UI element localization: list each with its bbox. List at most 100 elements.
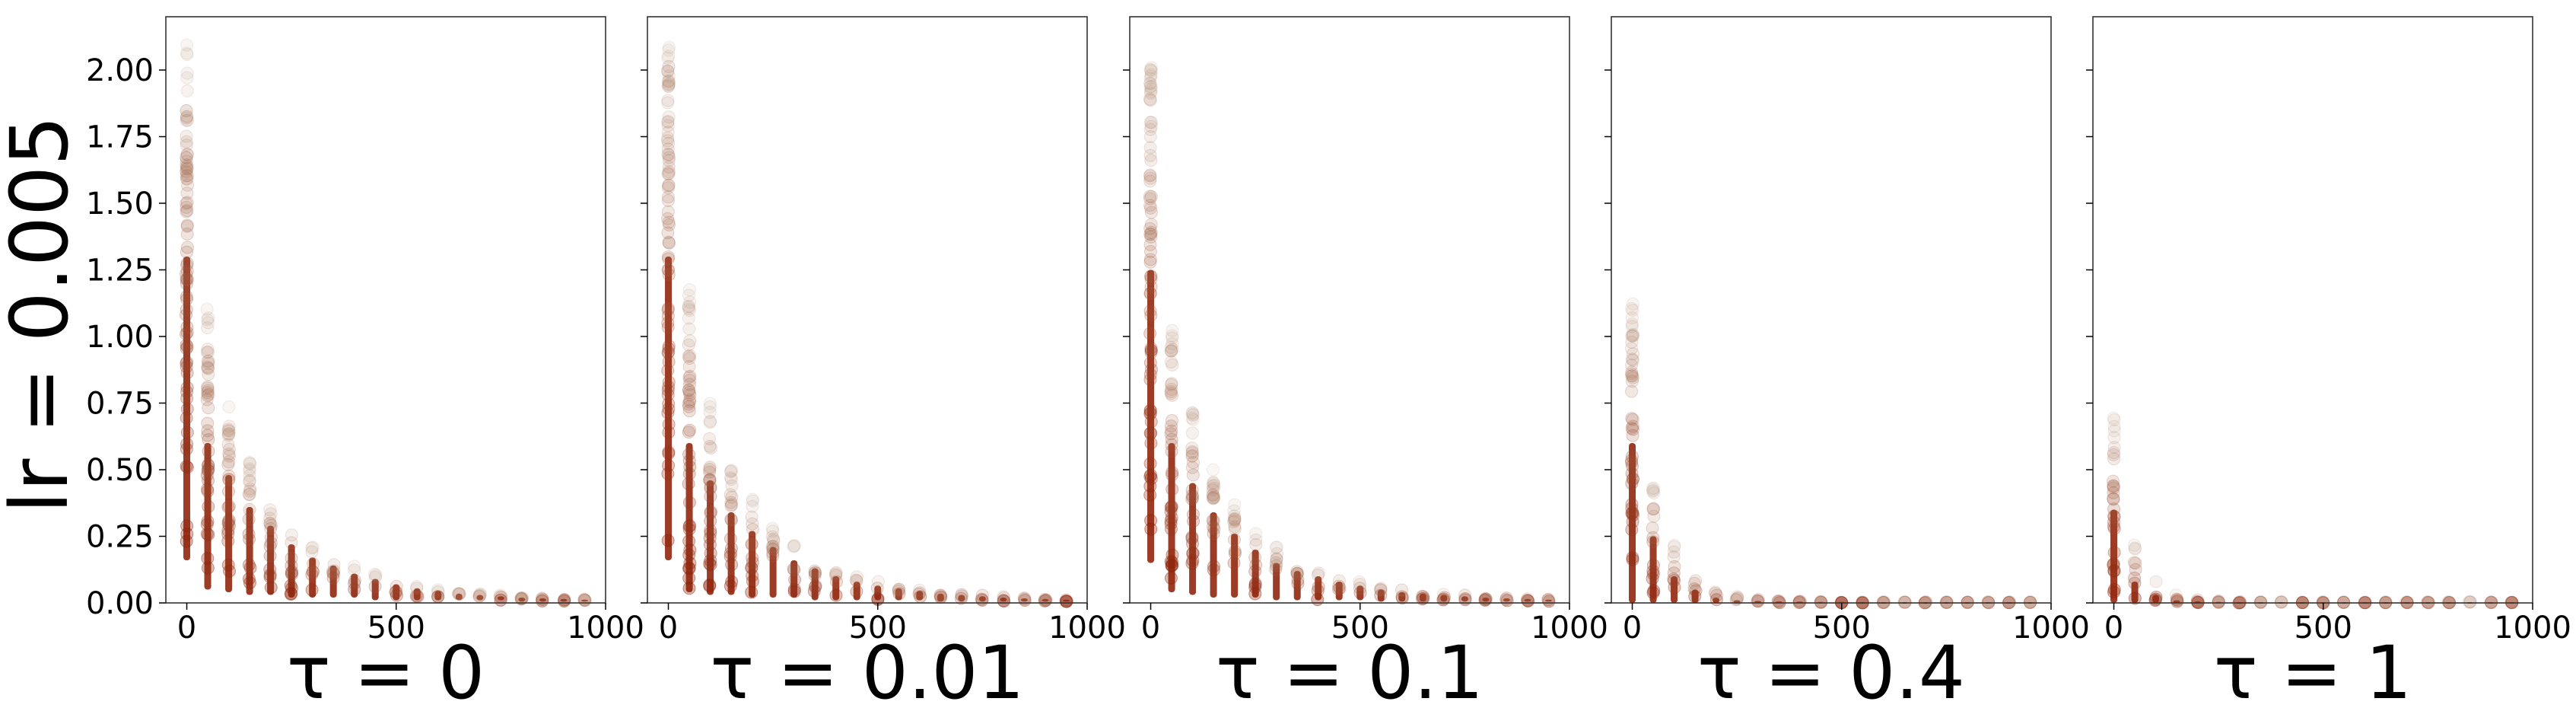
data-point	[1018, 592, 1032, 606]
axes-frame	[1611, 16, 2052, 604]
data-point	[285, 565, 299, 579]
data-point	[1143, 403, 1157, 417]
data-point	[703, 465, 717, 479]
data-point	[703, 461, 717, 474]
data-point	[327, 564, 341, 578]
data-point	[243, 457, 256, 470]
data-point	[1751, 594, 1764, 607]
data-point	[975, 588, 989, 602]
data-point	[180, 162, 194, 176]
point-core-step-200	[1713, 598, 1720, 603]
data-point	[1164, 501, 1178, 515]
data-point	[1625, 502, 1639, 515]
x-tick-label: 1000	[2012, 611, 2090, 646]
data-point	[1625, 477, 1639, 490]
data-point	[180, 303, 193, 317]
x-tick-label: 1000	[2494, 611, 2571, 646]
data-point	[1143, 93, 1157, 107]
data-point	[1144, 206, 1158, 219]
data-point	[1165, 559, 1178, 572]
point-core-step-350	[329, 566, 337, 598]
data-point	[243, 464, 256, 477]
data-point	[1646, 572, 1659, 585]
data-point	[1144, 362, 1158, 376]
data-point	[1143, 368, 1157, 381]
data-point	[662, 426, 676, 439]
data-point	[1144, 468, 1158, 482]
data-point	[1164, 427, 1178, 441]
data-point	[1291, 567, 1305, 581]
data-point	[1166, 465, 1179, 479]
data-point	[704, 481, 717, 495]
data-point	[1499, 591, 1513, 605]
data-point	[1165, 377, 1178, 391]
data-point	[243, 561, 257, 575]
data-point	[180, 187, 194, 200]
data-point	[2441, 595, 2455, 609]
data-point	[661, 65, 675, 78]
data-point	[1626, 472, 1639, 486]
data-point	[1982, 595, 1996, 609]
panel-xlabel: τ = 0.1	[1216, 630, 1484, 716]
data-point	[661, 119, 675, 132]
data-point	[1395, 583, 1409, 597]
data-point	[180, 171, 193, 185]
data-point	[1186, 456, 1200, 470]
data-point	[1143, 457, 1157, 470]
data-point	[808, 569, 822, 582]
data-point	[1166, 358, 1179, 371]
data-point	[2107, 411, 2120, 425]
point-core-step-550	[1377, 589, 1385, 602]
data-point	[809, 566, 822, 580]
data-point	[1166, 468, 1179, 482]
data-point	[745, 537, 758, 551]
data-point	[180, 326, 194, 340]
data-point	[683, 460, 697, 474]
data-point	[200, 393, 214, 407]
data-point	[704, 505, 717, 518]
data-point	[1187, 515, 1201, 528]
data-point	[452, 587, 466, 601]
data-point	[222, 449, 236, 463]
point-core-step-0	[665, 257, 673, 560]
data-point	[221, 527, 235, 540]
data-point	[1290, 565, 1304, 579]
data-point	[1897, 595, 1911, 609]
data-point	[1668, 540, 1681, 553]
data-point	[201, 343, 215, 356]
data-point	[2254, 595, 2268, 609]
data-point	[703, 416, 717, 429]
data-point	[1164, 344, 1178, 358]
data-point	[1522, 594, 1535, 607]
data-point	[2296, 595, 2310, 609]
data-point	[202, 464, 215, 477]
point-core-step-600	[1398, 592, 1406, 602]
data-point	[662, 160, 676, 174]
data-point	[1144, 273, 1158, 286]
axes-frame	[1129, 16, 1570, 604]
data-point	[1165, 432, 1178, 446]
point-core-step-150	[1691, 589, 1699, 603]
data-point	[661, 346, 675, 359]
data-point	[1249, 527, 1263, 540]
data-point	[1646, 535, 1660, 549]
data-point	[1668, 581, 1681, 595]
data-point	[1143, 480, 1157, 493]
data-point	[1185, 407, 1199, 420]
data-point	[704, 480, 717, 494]
data-point	[1144, 230, 1158, 244]
data-point	[1166, 324, 1179, 337]
data-point	[1626, 327, 1639, 341]
data-point	[222, 424, 236, 438]
data-point	[1207, 490, 1221, 504]
data-point	[1143, 426, 1157, 440]
data-point	[1144, 69, 1158, 83]
data-point	[2003, 595, 2017, 609]
data-point	[850, 585, 863, 598]
data-point	[1144, 280, 1158, 294]
data-point	[2463, 595, 2477, 609]
data-point	[1625, 450, 1639, 464]
data-point	[1689, 574, 1703, 588]
data-point	[1143, 488, 1157, 502]
data-point	[662, 397, 676, 411]
